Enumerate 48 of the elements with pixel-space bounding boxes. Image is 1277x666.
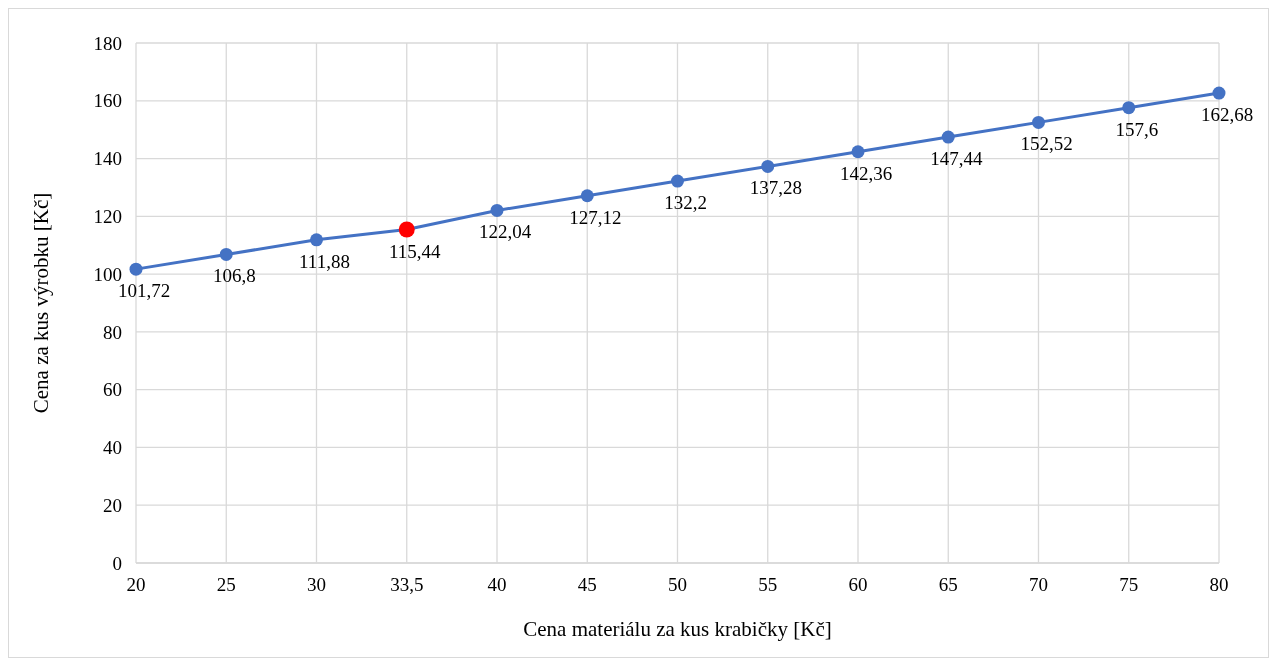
y-tick-label: 40 [103, 437, 122, 459]
x-tick-label: 65 [938, 574, 958, 595]
x-tick-label: 75 [1119, 574, 1139, 595]
point [310, 233, 323, 247]
data-label: 106,8 [212, 265, 256, 287]
data-label: 162,68 [1200, 104, 1254, 126]
point [1122, 101, 1136, 115]
y-tick-label: 140 [93, 148, 122, 170]
x-tick-label: 45 [577, 574, 597, 595]
y-axis-title: Cena za kus výrobku [Kč] [29, 192, 53, 414]
y-tick-label: 0 [112, 552, 122, 574]
point [129, 262, 143, 276]
data-label: 115,44 [388, 240, 442, 262]
x-tick-label: 60 [848, 574, 868, 595]
x-tick-label: 30 [307, 574, 326, 595]
data-label: 111,88 [299, 250, 350, 272]
point [219, 247, 233, 261]
y-tick-label: 160 [93, 90, 122, 112]
data-label: 127,12 [569, 206, 622, 228]
point [1032, 115, 1045, 129]
point [490, 203, 504, 217]
y-tick-label: 180 [93, 32, 122, 54]
x-tick-label: 55 [758, 574, 778, 595]
data-label: 122,04 [478, 221, 532, 243]
y-tick-label: 80 [103, 321, 122, 343]
x-tick-label: 80 [1209, 574, 1229, 595]
data-label: 142,36 [839, 162, 893, 184]
point [941, 130, 955, 144]
x-tick-label: 40 [487, 574, 507, 595]
point [761, 159, 775, 173]
data-label: 137,28 [749, 177, 802, 199]
x-tick-label: 25 [216, 574, 236, 595]
x-tick-label: 70 [1029, 574, 1048, 595]
point [580, 189, 594, 203]
data-label: 157,6 [1115, 118, 1159, 140]
point [851, 145, 865, 159]
data-label: 152,52 [1020, 133, 1073, 155]
x-tick-label: 50 [668, 574, 687, 595]
y-tick-label: 60 [103, 379, 122, 401]
y-tick-label: 120 [93, 205, 122, 227]
x-tick-label: 20 [126, 574, 146, 595]
x-axis-title: Cena materiálu za kus krabičky [Kč] [523, 617, 832, 641]
x-tick-label: 33,5 [390, 574, 424, 595]
data-label: 147,44 [930, 148, 983, 170]
data-label: 132,2 [664, 192, 707, 214]
point [1212, 86, 1226, 100]
point [671, 174, 684, 188]
y-tick-label: 20 [103, 494, 122, 516]
